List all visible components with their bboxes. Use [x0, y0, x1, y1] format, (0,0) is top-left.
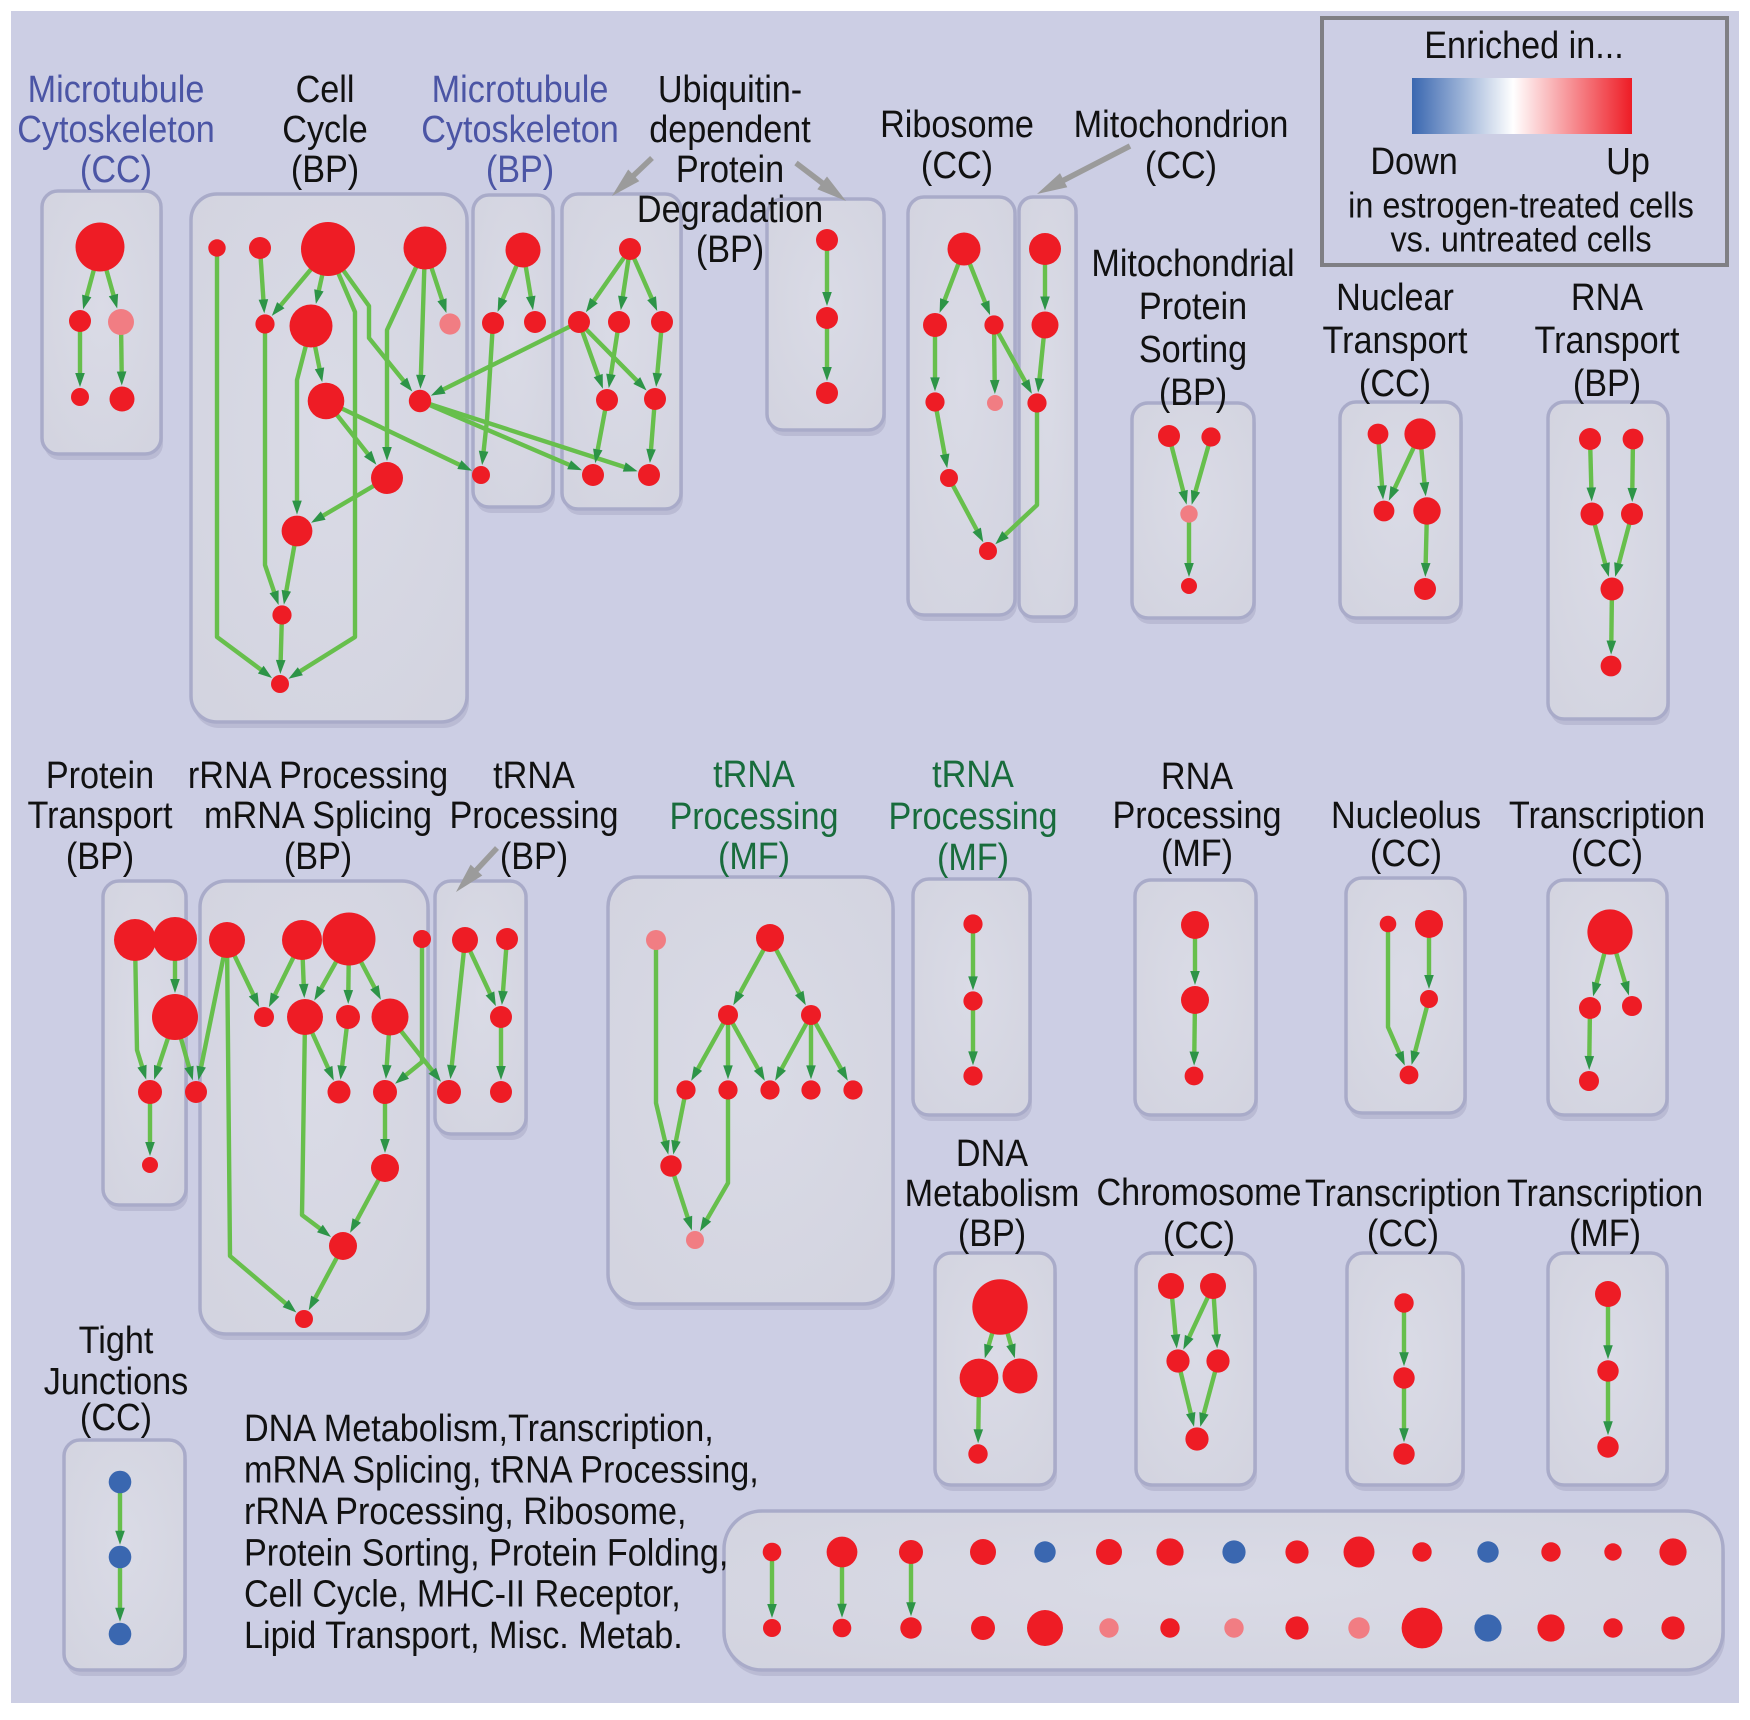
svg-text:vs. untreated cells: vs. untreated cells: [1390, 220, 1651, 260]
svg-text:Microtubule: Microtubule: [432, 67, 609, 110]
svg-text:tRNA: tRNA: [932, 752, 1015, 795]
svg-text:Transport: Transport: [1535, 318, 1680, 361]
svg-text:Cytoskeleton: Cytoskeleton: [421, 107, 619, 150]
svg-text:(CC): (CC): [1367, 1211, 1439, 1254]
svg-text:Protein Sorting, Protein Foldi: Protein Sorting, Protein Folding,: [244, 1531, 728, 1574]
svg-text:Chromosome: Chromosome: [1096, 1170, 1301, 1213]
svg-text:mRNA Splicing, tRNA Processing: mRNA Splicing, tRNA Processing,: [244, 1448, 759, 1491]
svg-text:(CC): (CC): [1571, 831, 1643, 874]
svg-text:Nuclear: Nuclear: [1336, 275, 1454, 318]
svg-text:(BP): (BP): [486, 147, 554, 190]
svg-text:Metabolism: Metabolism: [905, 1171, 1080, 1214]
svg-text:Cell Cycle, MHC-II Receptor,: Cell Cycle, MHC-II Receptor,: [244, 1572, 681, 1615]
svg-text:(BP): (BP): [284, 834, 352, 877]
svg-text:Junctions: Junctions: [44, 1359, 188, 1402]
svg-text:Mitochondrion: Mitochondrion: [1074, 102, 1289, 145]
svg-text:(BP): (BP): [66, 834, 134, 877]
svg-text:Sorting: Sorting: [1139, 327, 1247, 370]
svg-text:(CC): (CC): [1145, 143, 1217, 186]
svg-text:Transcription: Transcription: [1509, 793, 1705, 836]
svg-text:DNA: DNA: [956, 1131, 1029, 1174]
svg-text:(BP): (BP): [696, 227, 764, 270]
svg-text:Processing: Processing: [669, 794, 838, 837]
svg-text:Ubiquitin-: Ubiquitin-: [658, 67, 802, 110]
svg-text:Cycle: Cycle: [282, 107, 367, 150]
svg-text:(BP): (BP): [1159, 370, 1227, 413]
svg-text:tRNA: tRNA: [713, 752, 796, 795]
svg-text:Processing: Processing: [888, 794, 1057, 837]
svg-text:Microtubule: Microtubule: [28, 67, 205, 110]
svg-text:Mitochondrial: Mitochondrial: [1091, 241, 1294, 284]
svg-text:Ribosome: Ribosome: [880, 102, 1034, 145]
svg-text:Protein: Protein: [46, 753, 154, 796]
svg-text:(BP): (BP): [958, 1211, 1026, 1254]
svg-text:(MF): (MF): [1569, 1211, 1641, 1254]
svg-text:Degradation: Degradation: [637, 187, 823, 230]
svg-text:Lipid Transport, Misc. Metab.: Lipid Transport, Misc. Metab.: [244, 1613, 683, 1656]
svg-text:tRNA: tRNA: [493, 753, 576, 796]
svg-text:(CC): (CC): [80, 147, 152, 190]
svg-text:Cell: Cell: [296, 67, 355, 110]
svg-text:DNA Metabolism,Transcription,: DNA Metabolism,Transcription,: [244, 1406, 714, 1449]
svg-text:Protein: Protein: [676, 147, 784, 190]
svg-text:Tight: Tight: [79, 1318, 154, 1361]
svg-text:(MF): (MF): [718, 834, 790, 877]
svg-text:Cytoskeleton: Cytoskeleton: [17, 107, 215, 150]
svg-text:Transcription: Transcription: [1507, 1171, 1703, 1214]
svg-text:RNA: RNA: [1161, 754, 1234, 797]
svg-text:(BP): (BP): [1573, 361, 1641, 404]
svg-text:rRNA Processing, Ribosome,: rRNA Processing, Ribosome,: [244, 1489, 687, 1532]
svg-text:Processing: Processing: [1112, 793, 1281, 836]
svg-text:(CC): (CC): [1163, 1213, 1235, 1256]
svg-text:Up: Up: [1606, 139, 1650, 182]
svg-text:dependent: dependent: [649, 107, 811, 150]
svg-text:Transcription: Transcription: [1305, 1171, 1501, 1214]
svg-text:RNA: RNA: [1571, 275, 1644, 318]
svg-text:mRNA Splicing: mRNA Splicing: [204, 793, 432, 836]
svg-text:Enriched in...: Enriched in...: [1424, 23, 1623, 66]
svg-text:(BP): (BP): [500, 834, 568, 877]
svg-text:Transport: Transport: [28, 793, 173, 836]
svg-text:(CC): (CC): [80, 1395, 152, 1438]
svg-text:rRNA Processing: rRNA Processing: [188, 753, 448, 796]
svg-text:(CC): (CC): [921, 143, 993, 186]
svg-text:Down: Down: [1370, 139, 1457, 182]
svg-text:(CC): (CC): [1370, 831, 1442, 874]
svg-text:(MF): (MF): [1161, 831, 1233, 874]
svg-text:Transport: Transport: [1323, 318, 1468, 361]
svg-text:in estrogen-treated cells: in estrogen-treated cells: [1348, 186, 1694, 226]
svg-text:(BP): (BP): [291, 147, 359, 190]
svg-text:(CC): (CC): [1359, 361, 1431, 404]
svg-text:Processing: Processing: [449, 793, 618, 836]
svg-text:(MF): (MF): [937, 835, 1009, 878]
svg-text:Protein: Protein: [1139, 284, 1247, 327]
svg-text:Nucleolus: Nucleolus: [1331, 793, 1481, 836]
